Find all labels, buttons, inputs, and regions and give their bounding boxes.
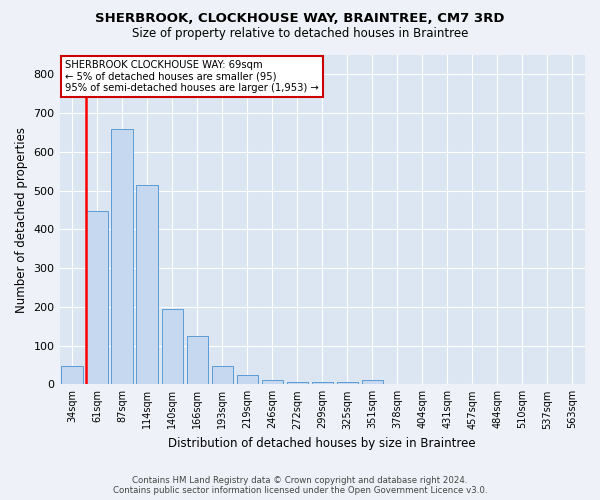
Bar [86,211,108,384]
Bar [236,374,258,384]
Bar [262,380,283,384]
Y-axis label: Number of detached properties: Number of detached properties [15,126,28,312]
Bar [287,382,308,384]
Bar [337,382,358,384]
Bar [136,185,158,384]
Bar [362,380,383,384]
Text: SHERBROOK CLOCKHOUSE WAY: 69sqm
← 5% of detached houses are smaller (95)
95% of : SHERBROOK CLOCKHOUSE WAY: 69sqm ← 5% of … [65,60,319,93]
X-axis label: Distribution of detached houses by size in Braintree: Distribution of detached houses by size … [169,437,476,450]
Text: Contains HM Land Registry data © Crown copyright and database right 2024.
Contai: Contains HM Land Registry data © Crown c… [113,476,487,495]
Bar [112,128,133,384]
Bar [311,382,333,384]
Bar [61,366,83,384]
Bar [161,309,183,384]
Text: SHERBROOK, CLOCKHOUSE WAY, BRAINTREE, CM7 3RD: SHERBROOK, CLOCKHOUSE WAY, BRAINTREE, CM… [95,12,505,26]
Text: Size of property relative to detached houses in Braintree: Size of property relative to detached ho… [132,28,468,40]
Bar [212,366,233,384]
Bar [187,336,208,384]
